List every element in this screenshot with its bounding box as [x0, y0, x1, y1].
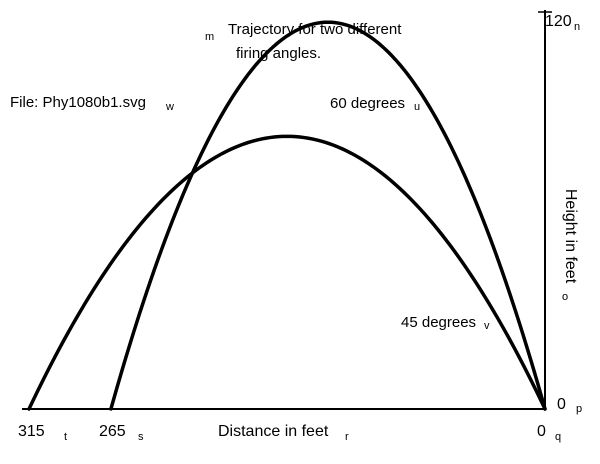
annotation-o: o [562, 291, 568, 303]
annotation-t: t [64, 431, 67, 443]
file-label: File: Phy1080b1.svg [10, 94, 146, 111]
y-tick-120: 120 [545, 13, 572, 30]
series-label-45: 45 degrees [401, 314, 476, 331]
x-tick-315: 315 [18, 423, 45, 440]
annotation-u: u [414, 101, 420, 113]
y-axis-label: Height in feet [562, 189, 579, 284]
annotation-m: m [205, 31, 214, 43]
annotation-v: v [484, 320, 490, 332]
x-tick-0: 0 [537, 423, 546, 440]
annotation-p: p [576, 403, 582, 415]
series-label-60: 60 degrees [330, 95, 405, 112]
x-axis-label: Distance in feet [218, 423, 329, 440]
series-layer [27, 20, 547, 411]
annotation-n: n [574, 21, 580, 33]
x-tick-265: 265 [99, 423, 126, 440]
chart-title-line-1: Trajectory for two different [228, 21, 402, 38]
y-tick-0: 0 [557, 396, 566, 413]
annotation-q: q [555, 431, 561, 443]
chart-title-line-2: firing angles. [236, 45, 321, 62]
annotation-w: w [165, 101, 174, 113]
annotation-s: s [138, 431, 144, 443]
trajectory-line-60 [109, 20, 547, 411]
trajectory-line-45 [27, 134, 547, 411]
annotation-r: r [345, 431, 349, 443]
